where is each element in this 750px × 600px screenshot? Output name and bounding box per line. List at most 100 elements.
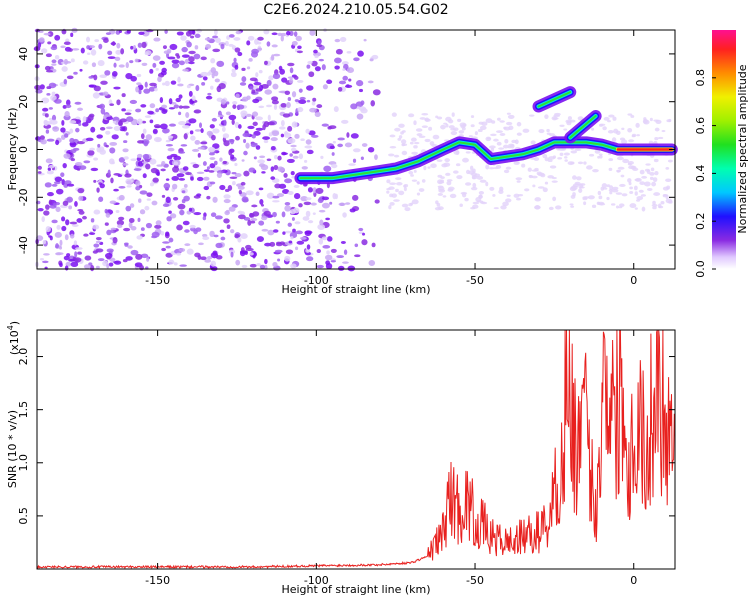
spectrogram-cell [122,258,128,263]
spectrogram-cell [112,237,118,244]
spectrogram-cell [73,71,78,75]
spectral-track-main-core [299,141,673,180]
spectrogram-cell [321,236,328,241]
spectrogram-cell [87,52,91,55]
spectrogram-cell [90,49,97,56]
spectrogram-cell [149,158,157,165]
spectrogram-cell [608,114,615,118]
spectrogram-cell [39,37,45,43]
spectrogram-cell [411,179,418,182]
spectrogram-cell [296,240,305,245]
spectrogram-cell [504,139,509,144]
spectrogram-cell [353,57,360,62]
spectrogram-cell [90,126,96,133]
spectrogram-cell [332,140,336,144]
spectrogram-cell [130,45,134,50]
spectrogram-cell [665,167,670,170]
spectrogram-cell [398,123,405,128]
spectrogram-cell [180,144,188,147]
spectrogram-cell [108,262,114,267]
spectrogram-cell [300,195,308,202]
spectrogram-cell [251,111,259,117]
spectrogram-cell [165,139,171,143]
spectrogram-cell [263,210,271,217]
spectrogram-cell [327,126,332,130]
spectrogram-cell [321,202,330,209]
spectrogram-cell [451,112,455,117]
spectrogram-cell [125,205,132,212]
spectrogram-cell [257,47,263,51]
spectrogram-cell [60,45,66,49]
spectrogram-cell [324,254,333,261]
spectrogram-cell [118,185,126,189]
spectrogram-cell [641,175,648,179]
spectrogram-cell [39,258,44,261]
spectrogram-cell [272,73,281,80]
spectrogram-cell [195,84,200,92]
spectrogram-cell [128,217,135,223]
spectrogram-cell [361,143,368,147]
spectrogram-cell [97,143,101,148]
spectrogram-cell [185,111,190,119]
spectrogram-cell [230,154,235,160]
spectrogram-cell [303,201,312,206]
spectrogram-cell [289,30,294,36]
spectrogram-cell [424,138,431,143]
spectrogram-cell [171,176,180,181]
spectrogram-cell [546,128,550,133]
spectrogram-cell [594,149,601,154]
spectrogram-cell [259,199,264,205]
spectrogram-cell [196,193,202,197]
spectrogram-cell [499,120,505,123]
spectrogram-cell [154,87,158,92]
spectrogram-cell [167,135,174,139]
spectrogram-cell [215,242,223,249]
spectrogram-cell [181,198,186,204]
spectrogram-cell [69,221,78,225]
spectrogram-cell [112,120,117,124]
spectrogram-cell [210,260,217,267]
spectrogram-cell [55,252,62,256]
spectrogram-cell [69,120,77,124]
spectrogram-cell [267,229,275,236]
spectrogram-cell [496,117,501,121]
spectrogram-cell [224,40,229,47]
spectrogram-cell [267,114,271,121]
spectrogram-cell [210,67,217,74]
spectrogram-cell [137,42,143,48]
spectrogram-cell [329,201,333,205]
spectrogram-cell [149,82,157,87]
spectrogram-cell [306,149,314,155]
spectrogram-cell [609,191,613,195]
spectrogram-cell [34,84,42,90]
spectrogram-cell [246,40,251,46]
spectrogram-cell [107,50,113,56]
spectrogram-cell [370,100,376,107]
snr-ytick-label: 2.0 [17,348,30,366]
spectrogram-cell [325,217,330,221]
spectrogram-cell [640,194,647,197]
spectrogram-cell [397,137,402,141]
spectrogram-cell [240,181,246,186]
spectrogram-cell [116,99,121,106]
spectrogram-cell [204,259,212,263]
spectrogram-cell [155,108,160,113]
spectrogram-cell [258,220,265,226]
spectrogram-cell [274,183,281,189]
colorbar-gradient [712,30,736,269]
spectrogram-cell [448,125,455,129]
spectrogram-cell [141,41,147,49]
spectrogram-cell [288,78,294,84]
spectrogram-cell [211,134,216,141]
spectrogram-cell [300,138,305,142]
spectrogram-cell [493,138,499,142]
spectrogram-cell [157,76,162,83]
spectrogram-cell [50,45,58,51]
spectrogram-cell [124,243,129,247]
spectrogram-cell [340,240,346,244]
spectrogram-cell [77,251,82,255]
spectrogram-cell [346,50,352,54]
spectrogram-cell [147,110,154,115]
spectrogram-cell [555,205,562,210]
spectrogram-cell [389,145,397,149]
